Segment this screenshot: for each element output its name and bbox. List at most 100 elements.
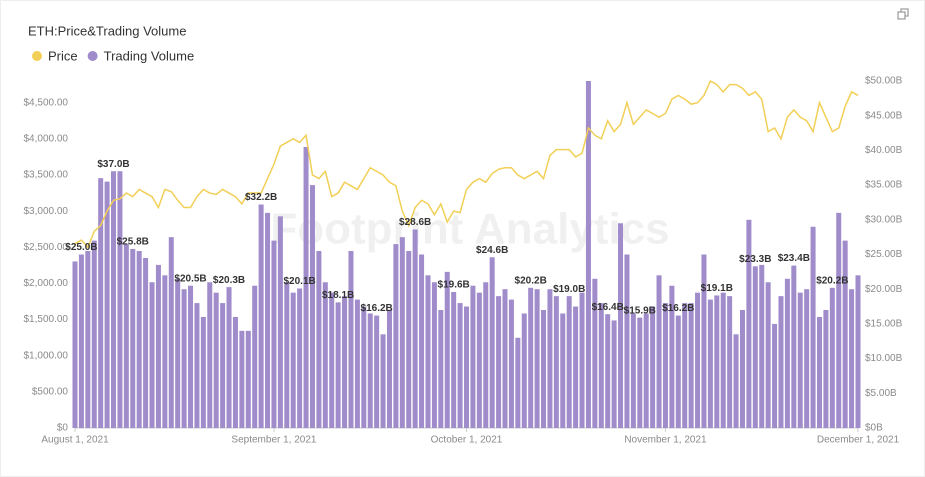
- volume-bar: [502, 289, 508, 428]
- volume-bar: [765, 282, 771, 428]
- volume-bar: [354, 299, 360, 428]
- volume-bar: [598, 303, 604, 428]
- volume-bar: [284, 282, 290, 428]
- y-tick-label: $4,500.00: [24, 97, 69, 108]
- volume-bar: [271, 240, 277, 428]
- volume-bar: [303, 146, 309, 428]
- volume-bar: [739, 310, 745, 428]
- volume-bar: [463, 306, 470, 428]
- volume-bar: [585, 81, 591, 428]
- volume-bar: [855, 275, 861, 428]
- volume-bar: [470, 285, 476, 428]
- volume-bar: [534, 289, 540, 428]
- x-tick-label: October 1, 2021: [431, 435, 503, 446]
- volume-bar: [476, 292, 482, 428]
- volume-bar: [91, 240, 97, 428]
- value-label: $20.2B: [816, 275, 848, 286]
- y2-tick-label: $20.00B: [865, 284, 903, 295]
- value-label: $20.5B: [174, 273, 206, 284]
- volume-bar: [393, 244, 399, 428]
- value-label: $19.0B: [553, 284, 585, 295]
- volume-bar: [130, 248, 136, 428]
- legend-item[interactable]: Trading Volume: [87, 48, 195, 63]
- volume-bar: [123, 244, 129, 428]
- y-tick-label: $0: [57, 423, 69, 434]
- y2-tick-label: $30.00B: [865, 214, 903, 225]
- y-tick-label: $2,000.00: [24, 278, 69, 289]
- volume-bar: [656, 275, 662, 428]
- volume-bar: [252, 285, 258, 428]
- value-label: $16.2B: [361, 303, 393, 314]
- volume-bar: [605, 314, 611, 428]
- volume-bar: [399, 237, 405, 428]
- legend-swatch: [87, 51, 98, 61]
- value-label: $16.4B: [592, 302, 624, 313]
- volume-bar: [643, 313, 649, 428]
- volume-bar: [220, 303, 226, 428]
- volume-bar: [85, 251, 91, 428]
- chart-title: ETH:Price&Trading Volume: [28, 23, 186, 38]
- volume-bar: [746, 219, 752, 428]
- volume-bar: [707, 299, 713, 428]
- volume-bar: [791, 265, 797, 428]
- volume-bar: [650, 306, 656, 428]
- volume-bar: [637, 317, 643, 428]
- volume-bar: [309, 185, 315, 428]
- volume-bar: [207, 282, 213, 428]
- y-tick-label: $4,000.00: [24, 133, 69, 144]
- legend-item[interactable]: Price: [32, 48, 78, 63]
- y2-tick-label: $0B: [865, 423, 883, 434]
- y-tick-label: $1,500.00: [24, 314, 69, 325]
- volume-bar: [419, 254, 425, 428]
- copy-icon[interactable]: [897, 8, 909, 20]
- volume-bar: [277, 216, 283, 428]
- y2-tick-label: $40.00B: [865, 145, 903, 156]
- y-tick-label: $500.00: [32, 386, 69, 397]
- volume-bar: [553, 296, 559, 428]
- volume-bar: [444, 271, 450, 428]
- volume-bar: [297, 288, 303, 428]
- volume-bar: [784, 278, 790, 428]
- value-label: $20.1B: [284, 276, 316, 287]
- volume-bar: [155, 264, 161, 428]
- value-label: $28.6B: [399, 217, 431, 228]
- volume-bar: [688, 303, 694, 428]
- volume-bar: [431, 282, 437, 428]
- x-tick-label: December 1, 2021: [817, 435, 900, 446]
- volume-bar: [560, 313, 566, 428]
- volume-bar: [168, 237, 174, 428]
- volume-bar: [412, 229, 418, 428]
- volume-bar: [78, 254, 84, 428]
- volume-bar: [457, 303, 463, 428]
- volume-bar: [162, 275, 168, 428]
- volume-bar: [232, 316, 238, 428]
- volume-bar: [104, 181, 110, 428]
- volume-bar: [386, 310, 392, 428]
- value-label: $15.9B: [624, 305, 656, 316]
- volume-bar: [624, 254, 630, 428]
- legend: Price Trading Volume: [32, 48, 194, 63]
- volume-bar: [451, 291, 457, 428]
- volume-bar: [342, 296, 348, 428]
- legend-label: Price: [48, 48, 78, 63]
- volume-bar: [611, 320, 617, 428]
- y-tick-label: $3,500.00: [24, 170, 69, 181]
- volume-bar: [348, 251, 354, 428]
- value-label: $20.2B: [515, 275, 547, 286]
- volume-bar: [239, 330, 245, 428]
- volume-bar: [143, 257, 149, 428]
- volume-bar: [438, 310, 444, 428]
- volume-bar: [322, 282, 328, 428]
- volume-bar: [772, 323, 778, 428]
- volume-bar: [380, 334, 386, 428]
- value-label: $24.6B: [476, 245, 508, 256]
- legend-swatch: [32, 51, 42, 61]
- volume-bar: [508, 299, 514, 428]
- volume-bar: [701, 254, 707, 428]
- volume-bar: [265, 212, 271, 428]
- volume-bar: [675, 315, 681, 428]
- volume-bar: [733, 334, 739, 428]
- x-tick-label: August 1, 2021: [41, 435, 109, 446]
- volume-bar: [200, 316, 206, 428]
- volume-bar: [483, 282, 489, 428]
